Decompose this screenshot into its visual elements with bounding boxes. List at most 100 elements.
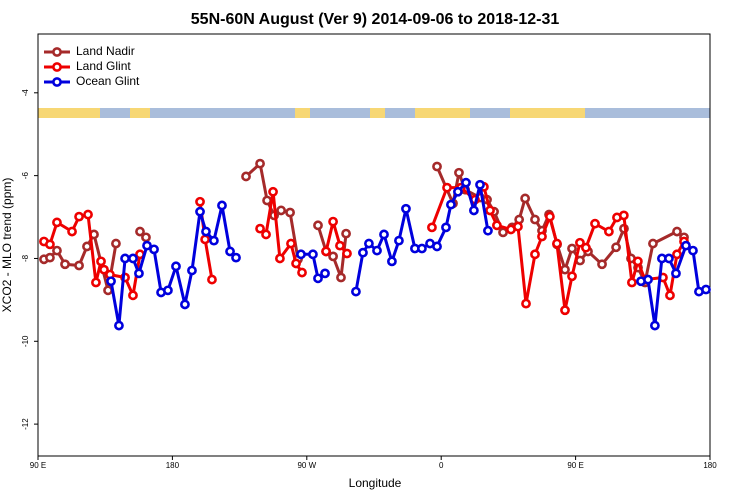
point [291,258,301,269]
point [180,299,190,310]
point [446,199,456,210]
point [632,256,643,267]
point [432,241,442,252]
point [427,222,437,233]
point [552,238,562,249]
point [201,226,211,237]
point [82,241,92,252]
point [643,274,653,285]
point [567,271,577,282]
point [141,232,151,243]
strip-ocean [310,108,370,118]
point [492,220,502,231]
plot-frame [37,33,711,457]
point [313,220,323,231]
strip-ocean [585,108,710,118]
point [171,261,181,272]
series-line [109,181,707,327]
point [74,211,84,222]
point [701,284,711,295]
y-tick-label: -4 [21,89,30,97]
point [560,264,570,275]
point [285,207,295,218]
point [387,256,397,267]
legend-label: Land Glint [76,59,131,73]
point [276,205,287,216]
plot-area [38,34,710,456]
point [475,179,485,190]
x-tick-label: 180 [166,461,180,470]
point [498,227,508,238]
legend-marker [52,47,62,57]
point [296,249,306,260]
point [128,253,138,264]
point [275,253,285,264]
strip-ocean [100,108,130,118]
point [128,290,138,301]
x-tick-label: 90 E [567,461,583,470]
point [358,247,368,258]
point [96,256,106,267]
point [135,226,145,237]
point [672,249,682,260]
strip-land [38,108,710,118]
point [91,277,101,288]
point [163,285,173,296]
point [469,205,479,216]
point [187,265,197,276]
point [442,182,452,193]
point [581,242,591,253]
point [351,286,361,297]
point [45,252,55,263]
x-tick-label: 0 [439,461,444,470]
point [441,222,451,233]
point [545,211,555,222]
point [336,272,346,283]
point [83,209,93,220]
point [597,259,607,270]
point [207,274,217,285]
point [401,203,411,214]
legend-label: Ocean Glint [76,74,140,88]
point [195,206,205,217]
point [255,223,265,234]
y-tick-label: -8 [21,254,30,262]
point [262,195,272,206]
point [681,240,691,251]
x-tick-label: 90 W [297,461,316,470]
point [209,235,219,246]
point [560,305,570,316]
point [195,196,205,207]
point [604,226,614,237]
point [648,238,658,249]
y-axis-label: XCO2 - MLO trend (ppm) [0,178,14,313]
chart-title: 55N-60N August (Ver 9) 2014-09-06 to 201… [191,11,560,28]
legend-label: Land Nadir [76,44,135,58]
point [149,244,159,255]
point [567,243,577,254]
point [328,216,338,227]
x-tick-label: 90 E [30,461,46,470]
point [590,218,600,229]
point [60,259,70,270]
point [313,273,323,284]
point [111,238,121,249]
point [417,243,427,254]
point [483,225,493,236]
point [320,268,330,279]
point [297,267,307,278]
legend-marker [52,62,62,72]
series [39,181,689,316]
point [52,245,62,256]
point [688,245,698,256]
x-tick-label: 180 [703,461,717,470]
point [461,177,471,188]
point [611,242,621,253]
y-tick-label: -10 [21,335,30,347]
point [286,238,296,249]
point [672,226,682,237]
point [261,229,271,240]
y-tick-label: -12 [21,418,30,430]
point [74,260,84,271]
